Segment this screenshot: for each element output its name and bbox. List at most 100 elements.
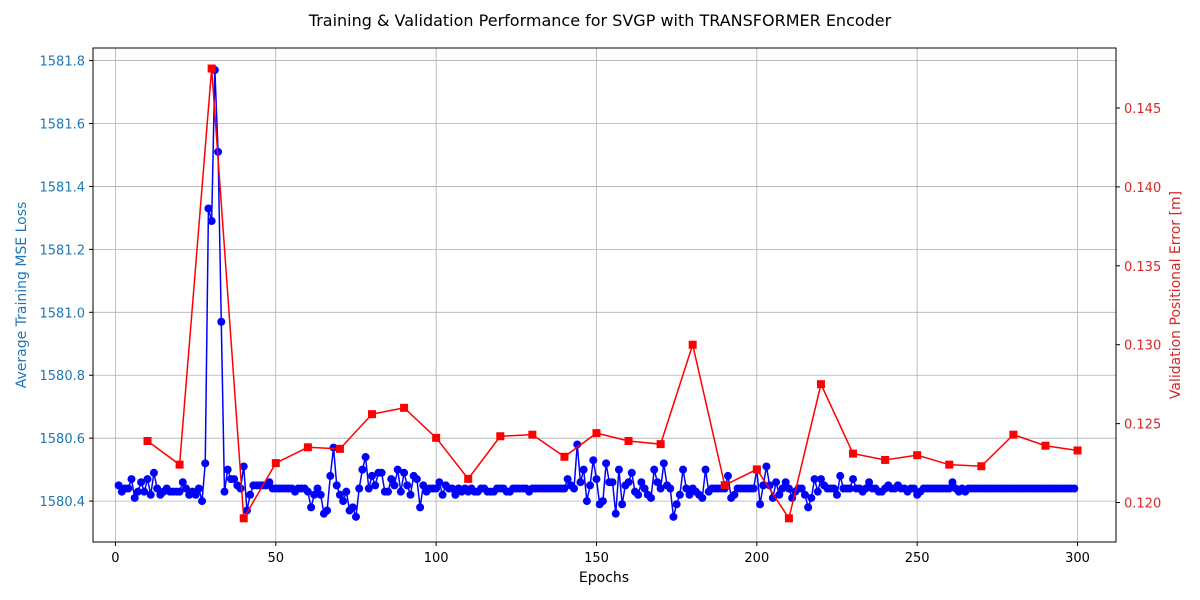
plot-area	[114, 64, 1082, 523]
right-y-tick-label: 0.130	[1124, 339, 1161, 354]
val-error-point	[528, 430, 537, 439]
train-loss-point	[124, 484, 133, 493]
train-loss-point	[634, 490, 643, 499]
train-loss-point	[355, 484, 364, 493]
train-loss-point	[948, 478, 957, 487]
train-loss-point	[368, 471, 376, 480]
train-loss-point	[624, 478, 633, 487]
train-loss-point	[390, 481, 399, 490]
val-error-point	[592, 429, 601, 438]
left-y-axis-label: Average Training MSE Loss	[14, 202, 30, 389]
train-loss-point	[377, 468, 386, 477]
left-y-tick-label: 1580.8	[40, 369, 86, 384]
train-loss-point	[656, 484, 665, 493]
right-y-tick-label: 0.125	[1124, 418, 1161, 433]
train-loss-point	[861, 484, 870, 493]
train-loss-point	[419, 481, 428, 490]
val-error-point	[432, 433, 441, 442]
train-loss-point	[239, 462, 248, 471]
val-error-point	[816, 380, 825, 389]
train-loss-point	[323, 506, 332, 515]
train-loss-point	[945, 484, 954, 493]
train-loss-point	[1070, 484, 1079, 493]
val-error-point	[913, 451, 922, 460]
val-error-point	[977, 462, 986, 471]
train-loss-point	[698, 493, 707, 502]
val-error-point	[720, 481, 729, 490]
train-loss-point	[143, 475, 152, 484]
val-error-point	[881, 455, 890, 464]
train-loss-point	[598, 497, 607, 506]
train-loss-point	[326, 471, 335, 480]
right-y-axis: 0.120 0.125 0.130 0.135 0.140 0.145	[1116, 102, 1161, 512]
train-loss-point	[640, 484, 649, 493]
train-loss-point	[816, 475, 825, 484]
train-loss-point	[685, 490, 694, 499]
train-loss-point	[653, 478, 662, 487]
train-loss-point	[149, 468, 158, 477]
val-error-point	[175, 460, 184, 469]
left-y-tick-label: 1581.0	[40, 306, 86, 321]
train-loss-point	[772, 478, 781, 487]
train-loss-point	[351, 512, 360, 521]
left-y-tick-label: 1580.6	[40, 432, 86, 447]
val-error-point	[656, 440, 665, 449]
train-loss-point	[682, 484, 691, 493]
val-error-point	[1041, 441, 1050, 450]
x-tick-label: 150	[584, 551, 609, 566]
val-error-point	[496, 432, 505, 441]
val-error-point	[464, 474, 473, 483]
train-loss-point	[384, 487, 393, 496]
train-loss-point	[361, 453, 370, 462]
train-loss-point	[396, 487, 405, 496]
train-loss-point	[589, 456, 598, 465]
train-loss-point	[220, 487, 229, 496]
x-tick-label: 50	[268, 551, 285, 566]
train-loss-point	[387, 475, 396, 484]
train-loss-point	[570, 484, 579, 493]
train-loss-point	[191, 490, 200, 499]
train-loss-point	[909, 484, 918, 493]
val-error-line	[147, 68, 1078, 521]
train-loss-point	[201, 459, 210, 468]
train-loss-point	[865, 478, 874, 487]
val-error-point	[849, 449, 858, 458]
train-loss-point	[310, 490, 319, 499]
x-tick-label: 0	[111, 551, 119, 566]
train-loss-point	[307, 503, 316, 512]
train-loss-point	[332, 481, 341, 490]
train-loss-point	[592, 475, 601, 484]
train-loss-point	[784, 484, 793, 493]
train-loss-point	[778, 484, 787, 493]
train-loss-point	[329, 443, 338, 452]
train-loss-point	[153, 484, 162, 493]
train-loss-point	[775, 490, 784, 499]
train-loss-point	[749, 484, 758, 493]
val-error-point	[368, 410, 376, 419]
train-loss-point	[416, 503, 425, 512]
train-loss-point	[797, 484, 806, 493]
train-loss-point	[659, 459, 668, 468]
train-loss-point	[217, 317, 226, 326]
grid-lines	[93, 48, 1116, 542]
train-loss-point	[679, 465, 688, 474]
chart-title: Training & Validation Performance for SV…	[308, 11, 892, 30]
train-loss-point	[560, 484, 569, 493]
train-loss-point	[807, 493, 816, 502]
train-loss-point	[614, 465, 623, 474]
plot-frame	[92, 47, 1117, 543]
train-loss-point	[435, 478, 444, 487]
train-loss-point	[586, 481, 595, 490]
train-loss-point	[114, 481, 123, 490]
val-error-point	[688, 340, 697, 349]
x-tick-label: 200	[744, 551, 769, 566]
train-loss-point	[438, 490, 447, 499]
train-loss-point	[582, 497, 591, 506]
train-loss-point	[335, 490, 344, 499]
right-y-tick-label: 0.135	[1124, 260, 1161, 275]
train-loss-point	[804, 503, 813, 512]
train-loss-point	[800, 490, 809, 499]
train-loss-point	[246, 490, 255, 499]
right-y-tick-label: 0.140	[1124, 181, 1161, 196]
